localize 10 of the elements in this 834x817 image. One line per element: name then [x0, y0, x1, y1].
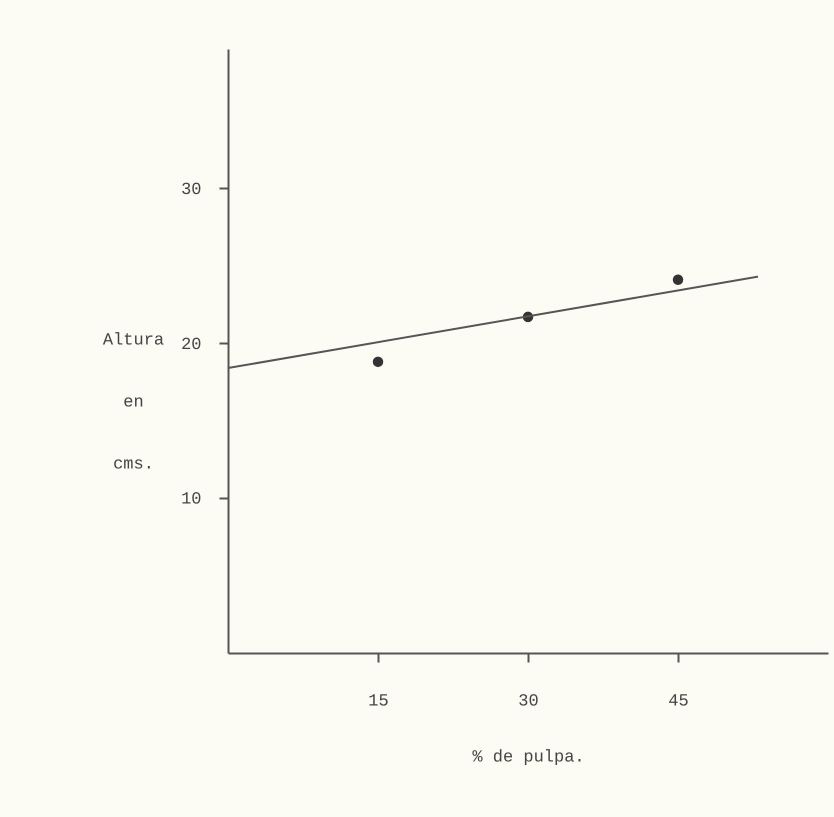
x-tick-label: 45: [668, 692, 689, 712]
x-axis-title: % de pulpa.: [472, 748, 585, 768]
y-tick-label: 30: [181, 180, 202, 200]
y-tick-label: 20: [181, 336, 202, 355]
point: [672, 274, 684, 285]
x-tick-label: 15: [368, 692, 389, 712]
y-tick-label: 10: [181, 490, 202, 510]
x-tick-label: 30: [518, 692, 539, 712]
text: Altura en cms.: [102, 332, 164, 474]
point: [372, 356, 384, 368]
